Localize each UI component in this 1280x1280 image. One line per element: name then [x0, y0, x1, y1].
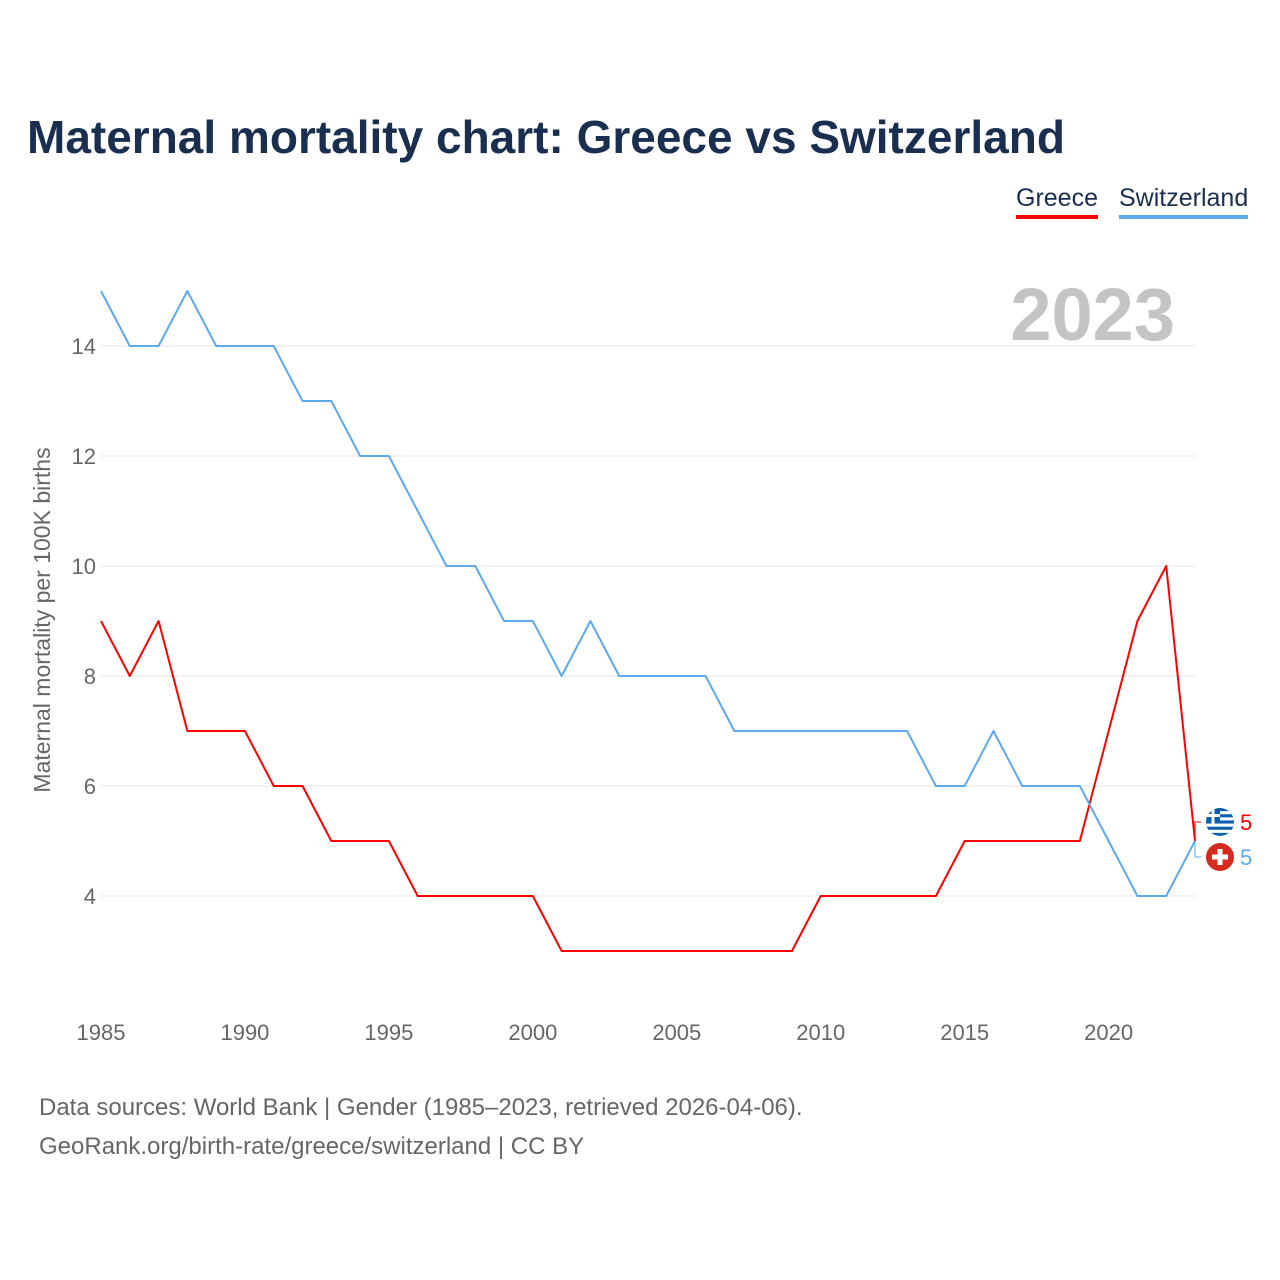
- greece-flag-icon: [1206, 808, 1234, 836]
- legend-greece[interactable]: Greece: [1016, 184, 1098, 219]
- end-connector: [1194, 821, 1201, 841]
- y-axis-label: Maternal mortality per 100K births: [29, 447, 55, 792]
- x-tick-label: 2015: [940, 1020, 989, 1045]
- end-value-label: 5: [1240, 810, 1252, 835]
- y-tick-label: 10: [72, 554, 96, 579]
- footer: Data sources: World Bank | Gender (1985–…: [39, 1088, 803, 1166]
- legend-switzerland[interactable]: Switzerland: [1119, 184, 1249, 219]
- y-tick-label: 14: [72, 334, 96, 359]
- x-tick-label: 1990: [220, 1020, 269, 1045]
- switzerland-flag-icon: [1206, 843, 1234, 871]
- x-tick-label: 2020: [1084, 1020, 1133, 1045]
- x-tick-label: 2005: [652, 1020, 701, 1045]
- flag-stripe: [1206, 829, 1234, 833]
- x-tick-label: 2010: [796, 1020, 845, 1045]
- x-tick-label: 2000: [508, 1020, 557, 1045]
- y-tick-label: 4: [84, 884, 96, 909]
- source-text: Data sources: World Bank | Gender (1985–…: [39, 1094, 803, 1121]
- y-tick-label: 12: [72, 444, 96, 469]
- flag-cross: [1211, 808, 1215, 824]
- end-value-label: 5: [1240, 845, 1252, 870]
- series-line-greece: [100, 565, 1196, 952]
- end-connector: [1194, 841, 1201, 858]
- x-tick-label: 1995: [364, 1020, 413, 1045]
- year-watermark: 2023: [1010, 273, 1175, 356]
- chart-title: Maternal mortality chart: Greece vs Swit…: [27, 111, 1065, 163]
- y-tick-label: 8: [84, 664, 96, 689]
- flag-cross: [1217, 849, 1223, 865]
- flag-stripe: [1206, 823, 1234, 827]
- y-tick-label: 6: [84, 774, 96, 799]
- source-link[interactable]: GeoRank.org/birth-rate/greece/switzerlan…: [39, 1133, 585, 1160]
- x-tick-label: 1985: [77, 1020, 126, 1045]
- series-line-switzerland: [100, 290, 1196, 897]
